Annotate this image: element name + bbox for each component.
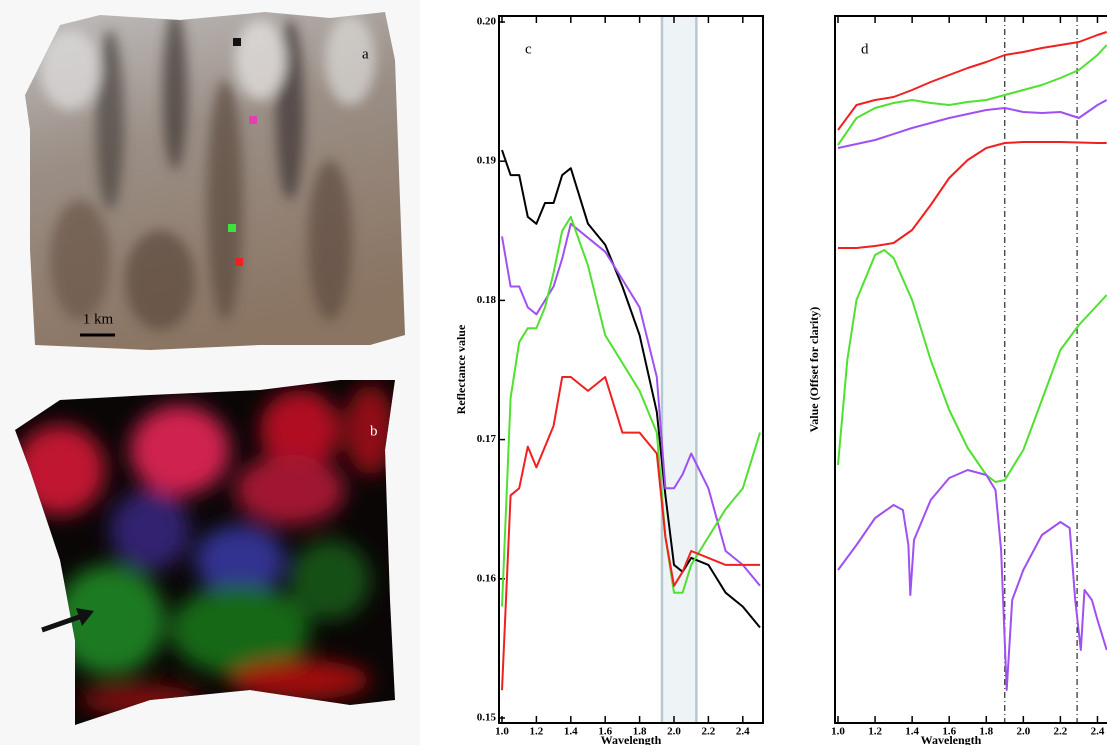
y-tick-label: 0.20 xyxy=(477,16,497,28)
x-tick-label: 2.0 xyxy=(1016,726,1030,738)
series-line xyxy=(501,376,760,691)
x-tick-label: 1.0 xyxy=(495,726,509,738)
x-tick-label: 1.6 xyxy=(942,726,956,738)
x-tick-label: 1.2 xyxy=(868,726,882,738)
arrow-head xyxy=(76,608,94,626)
panel-label: a xyxy=(362,46,369,62)
series-line xyxy=(837,31,1107,131)
y-tick-label: 0.15 xyxy=(477,712,497,724)
series-line xyxy=(501,215,761,607)
series-line xyxy=(501,222,761,587)
series-line xyxy=(837,99,1107,149)
x-tick-label: 2.4 xyxy=(1091,726,1105,738)
site-marker xyxy=(228,224,236,232)
y-tick-label: 0.17 xyxy=(477,433,497,445)
x-tick-label: 1.4 xyxy=(564,726,578,738)
y-axis-label: Value (Offset for clarity) xyxy=(807,307,821,433)
arrow xyxy=(41,613,83,633)
terrain-image xyxy=(25,12,405,350)
x-tick-label: 2.2 xyxy=(702,726,716,738)
site-marker xyxy=(233,38,241,46)
scale-label: 1 km xyxy=(83,311,114,327)
series-line xyxy=(501,149,761,629)
y-tick-label: 0.16 xyxy=(477,572,497,584)
x-tick-label: 1.8 xyxy=(633,726,647,738)
series-line xyxy=(837,249,1107,483)
panel-label: d xyxy=(861,41,869,57)
panel-label: c xyxy=(525,41,532,57)
x-tick-label: 1.0 xyxy=(831,726,845,738)
series-line xyxy=(837,469,1107,691)
x-tick-label: 1.2 xyxy=(530,726,544,738)
plot-frame xyxy=(498,15,764,724)
composite-image xyxy=(15,380,395,725)
x-tick-label: 2.2 xyxy=(1054,726,1068,738)
shaded-band xyxy=(661,16,697,723)
x-tick-label: 1.4 xyxy=(905,726,919,738)
x-tick-label: 2.0 xyxy=(667,726,681,738)
y-tick-label: 0.19 xyxy=(477,155,497,167)
y-axis-label: Reflectance value xyxy=(454,324,468,414)
x-tick-label: 2.4 xyxy=(736,726,750,738)
site-marker xyxy=(235,258,243,266)
x-axis-label: Wavelength xyxy=(601,733,662,745)
x-tick-label: 1.6 xyxy=(598,726,612,738)
panel-label: b xyxy=(370,423,378,439)
series-line xyxy=(838,141,1107,249)
plot-frame xyxy=(834,15,1107,724)
series-line xyxy=(837,44,1107,146)
site-marker xyxy=(249,116,257,124)
y-tick-label: 0.18 xyxy=(477,294,497,306)
x-axis-label: Wavelength xyxy=(921,733,982,745)
x-tick-label: 1.8 xyxy=(979,726,993,738)
